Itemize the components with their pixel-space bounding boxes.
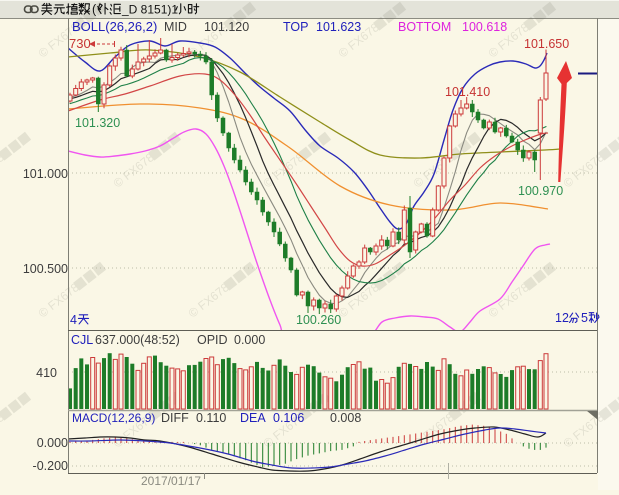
svg-text:0.008: 0.008 <box>330 411 361 425</box>
svg-text:CJL: CJL <box>71 333 93 347</box>
svg-text:OPID: OPID <box>197 333 228 347</box>
svg-text:BOLL(26,26,2): BOLL(26,26,2) <box>72 19 157 34</box>
svg-text:DIFF: DIFF <box>161 411 189 425</box>
svg-text:MACD(12,26,9): MACD(12,26,9) <box>72 411 155 425</box>
svg-text:_D 8151)1: _D 8151)1 <box>121 3 178 17</box>
svg-text:100.970: 100.970 <box>518 184 563 198</box>
svg-text:101.650: 101.650 <box>524 37 569 51</box>
svg-text:0.110: 0.110 <box>196 411 226 425</box>
svg-text:-0.200: -0.200 <box>33 459 68 473</box>
svg-text:410: 410 <box>36 366 57 380</box>
svg-text:101.120: 101.120 <box>204 20 249 34</box>
svg-text:TOP: TOP <box>283 20 308 34</box>
svg-text:4: 4 <box>70 313 77 327</box>
svg-text:730: 730 <box>69 36 91 51</box>
svg-text:100.500: 100.500 <box>23 262 68 276</box>
svg-text:(: ( <box>92 3 97 17</box>
svg-text:0.000: 0.000 <box>234 333 265 347</box>
svg-text:0.106: 0.106 <box>273 411 304 425</box>
svg-text:MID: MID <box>164 20 187 34</box>
svg-text:101.320: 101.320 <box>75 116 120 130</box>
svg-text:12: 12 <box>555 311 569 325</box>
svg-text:BOTTOM: BOTTOM <box>398 20 451 34</box>
svg-text:101.410: 101.410 <box>445 85 490 99</box>
svg-text:5: 5 <box>581 311 588 325</box>
svg-text:0.000: 0.000 <box>37 436 68 450</box>
svg-text:100.618: 100.618 <box>462 20 507 34</box>
svg-text:101.623: 101.623 <box>316 20 361 34</box>
svg-text:DEA: DEA <box>240 411 266 425</box>
svg-text:637.000(48:52): 637.000(48:52) <box>95 333 180 347</box>
svg-text:100.260: 100.260 <box>296 313 341 327</box>
svg-text:101.000: 101.000 <box>23 167 68 181</box>
svg-text:2017/01/17: 2017/01/17 <box>141 474 201 488</box>
